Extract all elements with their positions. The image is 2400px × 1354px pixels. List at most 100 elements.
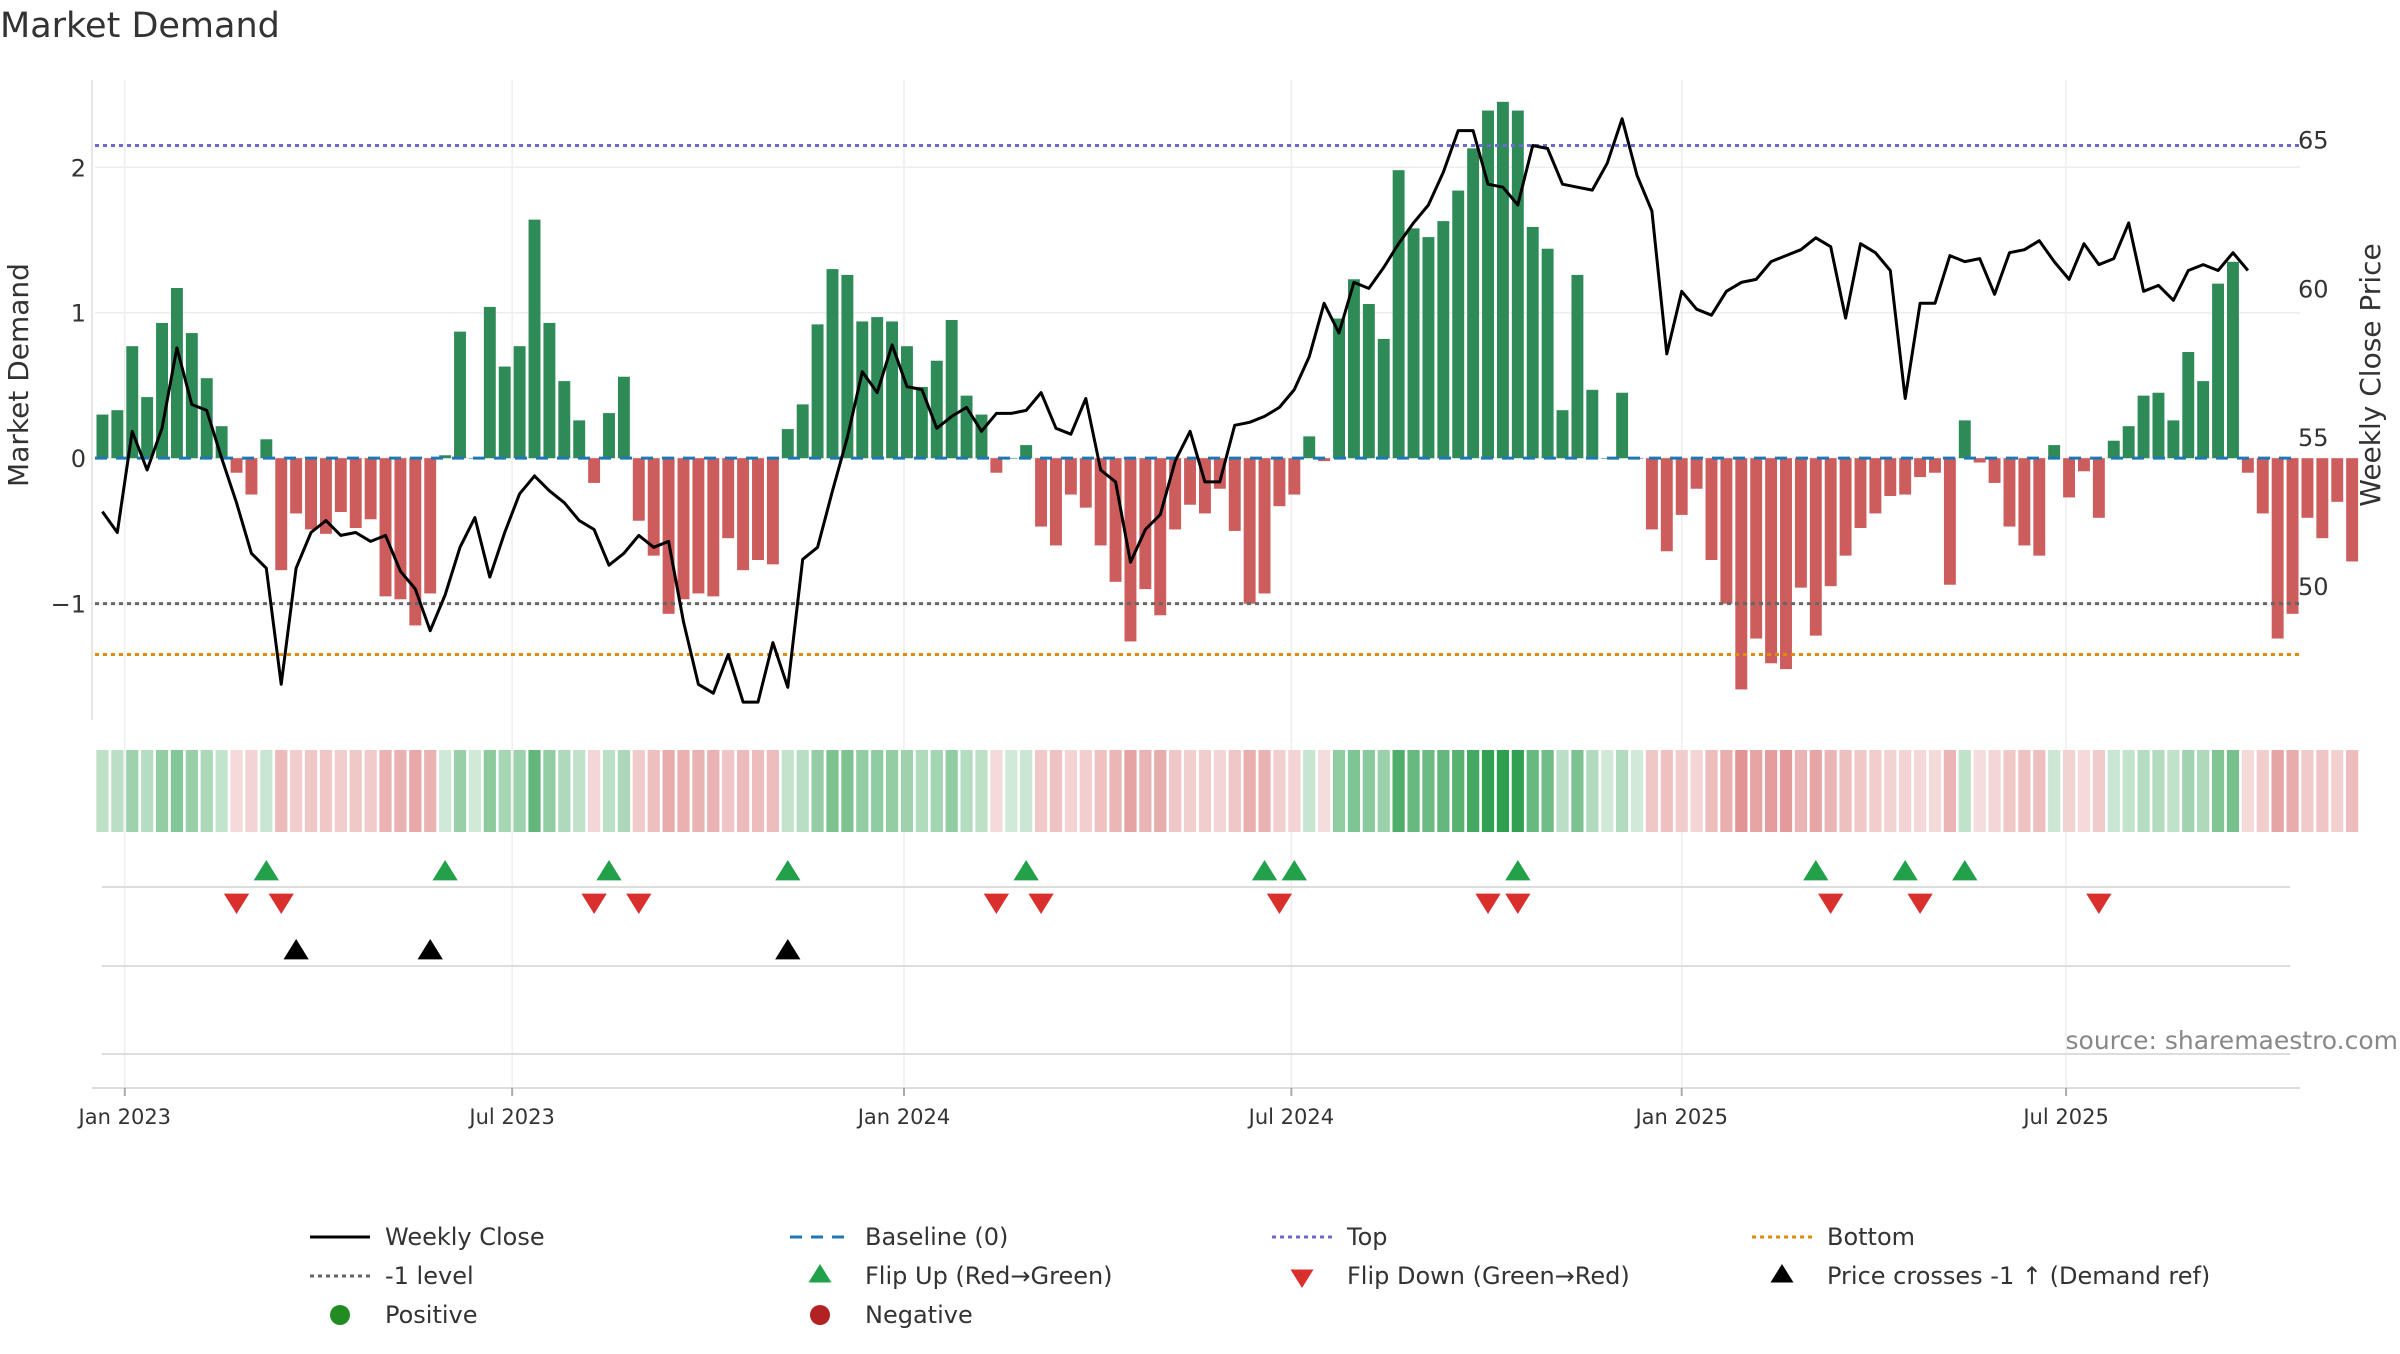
heat-cell (245, 750, 258, 832)
demand-bar (275, 458, 288, 571)
heat-cell (468, 750, 482, 832)
heat-cell (1064, 750, 1077, 832)
demand-bar (1228, 458, 1241, 531)
heat-cell (1869, 750, 1882, 832)
heat-cell (2241, 750, 2254, 832)
heat-cell (1258, 750, 1271, 832)
demand-bar (886, 321, 899, 459)
axes-layer: 2 1 0 −1 65 60 55 50 (51, 80, 2329, 720)
demand-bar (2092, 458, 2105, 518)
demand-bar (975, 414, 988, 459)
demand-bar (2197, 381, 2210, 459)
demand-bar (2137, 395, 2150, 459)
flip-up-marker (596, 860, 622, 881)
heat-cell (2226, 750, 2240, 832)
legend-swatch (330, 1305, 350, 1325)
demand-bar (1675, 458, 1688, 515)
demand-bar (1750, 458, 1763, 639)
y-tick-left: −1 (51, 591, 86, 619)
demand-bar (1437, 221, 1450, 459)
heat-cell (1735, 750, 1748, 832)
heat-cell (304, 750, 318, 832)
x-axis: Jan 2023 Jul 2023 Jan 2024 Jul 2024 Jan 2025… (77, 1087, 2300, 1129)
demand-bar (692, 458, 705, 594)
demand-bar (1899, 458, 1912, 495)
heat-cell (692, 750, 705, 832)
demand-bar (1005, 458, 1018, 459)
heat-cell (1198, 750, 1212, 832)
heat-cell (1347, 750, 1361, 832)
heat-cell (1884, 750, 1897, 832)
heat-cell (647, 750, 660, 832)
demand-bar (454, 331, 466, 459)
demand-bar (1824, 458, 1837, 587)
heat-cell (2301, 750, 2314, 832)
demand-bar (1526, 226, 1539, 459)
demand-bar (2182, 352, 2195, 459)
heat-cell (1541, 750, 1554, 832)
heat-cell (871, 750, 884, 832)
demand-bar (1467, 148, 1480, 459)
demand-bar (1571, 274, 1584, 459)
demand-bar (2286, 458, 2299, 614)
legend-swatch (1290, 1269, 1314, 1288)
heat-cell (1705, 750, 1718, 832)
demand-bar (1720, 458, 1733, 604)
heat-cell (1645, 750, 1659, 832)
demand-bar (1050, 458, 1062, 546)
legend-swatch (1770, 1264, 1794, 1283)
heat-cell (1958, 750, 1971, 832)
demand-bar (558, 381, 571, 459)
y-tick-left: 1 (71, 300, 86, 328)
demand-bar (483, 306, 496, 459)
heat-cell (2211, 750, 2225, 832)
heat-cell (1824, 750, 1837, 832)
demand-bar (737, 458, 750, 571)
demand-bar (126, 346, 139, 459)
demand-bar (2346, 458, 2359, 562)
heat-cell (1332, 750, 1346, 832)
demand-bar (722, 458, 735, 539)
demand-bar (2241, 458, 2254, 473)
heat-cell (2331, 750, 2344, 832)
demand-bar (245, 458, 258, 495)
heat-cell (617, 750, 631, 832)
heat-cell (602, 750, 616, 832)
demand-bar (305, 458, 317, 530)
flip-up-marker (1251, 860, 1278, 881)
heat-cell (1616, 750, 1629, 832)
heat-cell (215, 750, 228, 832)
heat-cell (364, 750, 377, 832)
heat-cell (1854, 750, 1867, 832)
price-cross-marker (283, 939, 309, 960)
demand-bar (1064, 458, 1077, 495)
demand-bar (1333, 318, 1345, 459)
heat-cell (900, 750, 914, 832)
heat-cell (1750, 750, 1763, 832)
heat-cell (230, 750, 243, 832)
heat-cell (141, 750, 154, 832)
heat-cell (1467, 750, 1480, 832)
heat-cell (707, 750, 720, 832)
demand-bar (573, 420, 586, 459)
demand-bar (677, 458, 690, 600)
demand-bar (707, 458, 720, 597)
demand-bar (260, 439, 273, 459)
demand-bar (915, 386, 928, 459)
demand-bars (96, 101, 2359, 690)
heat-cell (558, 750, 571, 832)
weekly-close-line (101, 117, 2250, 704)
heat-cell (543, 750, 556, 832)
heat-cell (1303, 750, 1316, 832)
flip-down-marker (1505, 893, 1531, 914)
demand-bar (1198, 458, 1211, 514)
heat-cell (1601, 750, 1614, 832)
y-tick-right: 60 (2298, 275, 2329, 303)
heat-cell (1720, 750, 1733, 832)
heat-cell (439, 750, 452, 832)
heat-cell (1660, 750, 1673, 832)
demand-bar (1929, 458, 1941, 473)
demand-bar (1079, 458, 1092, 508)
heat-cell (1764, 750, 1778, 832)
